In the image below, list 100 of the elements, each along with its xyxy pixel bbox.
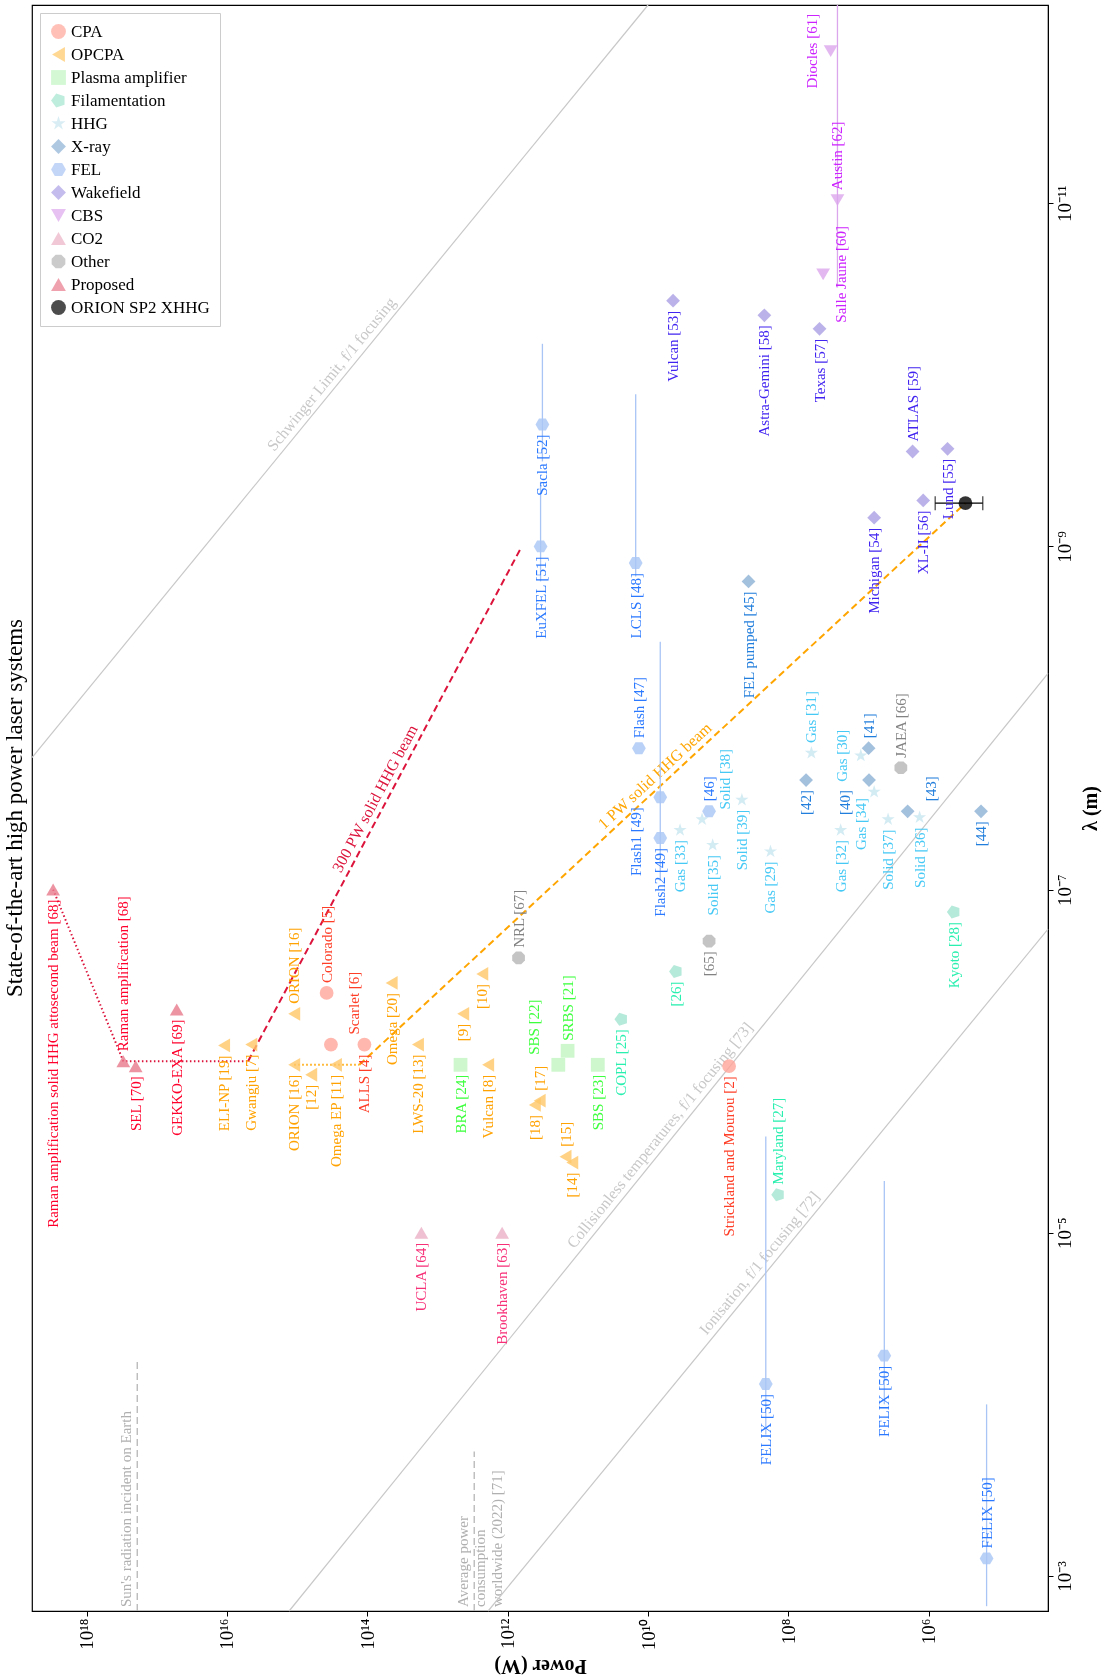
x-tick-label: 10¹² — [497, 1618, 519, 1649]
annotation: Kyoto [28] — [945, 921, 962, 989]
annotation: ORION [16] — [286, 927, 303, 1004]
annotation: Vulcan [8] — [480, 1074, 497, 1139]
legend-label: CBS — [71, 205, 104, 225]
annotation: Gas [32] — [832, 840, 849, 893]
annotation: [40] — [837, 790, 854, 816]
legend-label: OPCPA — [71, 44, 125, 64]
legend-label: ORION SP2 XHHG — [71, 297, 210, 317]
annotation: [17] — [531, 1065, 548, 1091]
legend-label: CPA — [71, 21, 104, 41]
annotation: COPL [25] — [613, 1029, 630, 1096]
x-tick-label: 10⁶ — [918, 1618, 940, 1645]
annotation: ATLAS [59] — [904, 366, 921, 442]
annotation: [15] — [557, 1121, 574, 1147]
annotation: LWS-20 [13] — [409, 1054, 426, 1134]
annotation: NRL [67] — [510, 889, 527, 948]
annotation: SBS [23] — [589, 1074, 606, 1131]
x-tick-label: 10¹⁴ — [356, 1618, 378, 1650]
annotation: Austin [62] — [829, 121, 846, 191]
annotation: [10] — [474, 983, 491, 1009]
annotation: Solid [39] — [733, 809, 750, 871]
annotation: Raman amplification solid HHG attosecond beam [68] — [45, 899, 62, 1228]
legend-label: Other — [71, 251, 111, 271]
annotation: LCLS [48] — [627, 573, 644, 639]
annotation: ALLS [4] — [356, 1054, 373, 1114]
annotation: ORION [16] — [286, 1074, 303, 1152]
annotation: [65] — [701, 951, 718, 977]
annotation: Omega EP [11] — [327, 1074, 344, 1168]
annotation: Gwangju [7] — [243, 1054, 260, 1131]
annotation: GEKKO-EXA [69] — [168, 1019, 185, 1136]
legend-label: Wakefield — [71, 182, 141, 202]
text: State-of-the-art high power laser systems — [2, 618, 28, 998]
annotation: [18] — [526, 1114, 543, 1140]
annotation: Solid [38] — [717, 748, 734, 810]
annotation: Gas [33] — [672, 840, 689, 893]
x-tick-label: 10¹⁶ — [216, 1618, 238, 1650]
annotation: [9] — [455, 1023, 472, 1042]
annotation: [43] — [922, 776, 939, 802]
annotation: FELIX [50] — [978, 1477, 995, 1549]
annotation: Scarlet [6] — [345, 971, 362, 1035]
x-tick-label: 10¹⁰ — [637, 1618, 659, 1651]
x-tick-label: 10¹⁸ — [76, 1618, 98, 1650]
annotation: [26] — [667, 981, 684, 1007]
annotation: Flash1 [49] — [628, 807, 645, 877]
annotation: Colorado [5] — [318, 905, 335, 983]
y-axis-title: λ (m) — [1078, 786, 1102, 831]
annotation: Vulcan [53] — [665, 310, 682, 382]
legend-label: Proposed — [71, 274, 135, 294]
annotation: FEL pumped [45] — [740, 591, 757, 699]
annotation: Gas [29] — [762, 861, 779, 914]
annotation: SEL [70] — [127, 1076, 144, 1132]
annotation: FELIX [50] — [757, 1393, 774, 1466]
annotation: [12] — [303, 1084, 320, 1110]
y-tick-label: 10⁻¹¹ — [1053, 185, 1075, 222]
annotation: SRBS [21] — [559, 975, 576, 1041]
annotation: Solid [35] — [704, 855, 721, 916]
annotation: Flash2 [49] — [652, 847, 669, 917]
annotation: Gas [34] — [853, 798, 870, 851]
annotation: Michigan [54] — [866, 527, 883, 614]
y-tick-label: 10⁻³ — [1053, 1560, 1075, 1592]
annotation: Lund [55] — [939, 458, 956, 520]
annotation: SBS [22] — [526, 999, 543, 1055]
y-tick-label: 10⁻⁵ — [1053, 1217, 1075, 1250]
annotation: [41] — [860, 713, 877, 739]
y-tick-label: 10⁻⁹ — [1053, 530, 1075, 563]
legend-label: Plasma amplifier — [71, 67, 187, 87]
x-axis-title: Power (W) — [494, 1655, 587, 1679]
annotation: Solid [36] — [911, 827, 928, 888]
annotation: ELI-NP [19] — [216, 1055, 233, 1132]
annotation: FELIX [50] — [876, 1365, 893, 1437]
annotation: Gas [30] — [833, 729, 850, 782]
annotation: Gas [31] — [803, 690, 820, 743]
annotation: Sacla [52] — [534, 434, 551, 496]
annotation: [42] — [798, 790, 815, 816]
ref-line-label: Sun's radiation incident on Earth — [118, 1410, 135, 1607]
annotation: Solid [37] — [880, 829, 897, 890]
annotation: Omega [20] — [383, 992, 400, 1065]
annotation: [46] — [701, 776, 718, 802]
legend-label: X-ray — [71, 136, 112, 156]
annotation: [44] — [973, 821, 990, 847]
x-tick-label: 10⁸ — [777, 1618, 799, 1645]
annotation: XL-II [56] — [915, 510, 932, 575]
annotation: UCLA [64] — [413, 1242, 430, 1312]
legend-label: CO2 — [71, 228, 104, 248]
annotation: Diocles [61] — [803, 13, 820, 89]
annotation: Brookhaven [63] — [494, 1242, 511, 1345]
legend-label: HHG — [71, 113, 108, 133]
annotation: Astra-Gemini [58] — [756, 325, 773, 437]
annotation: JAEA [66] — [892, 693, 909, 758]
text: 300 PW solid HHG beam — [328, 721, 422, 875]
annotation: BRA [24] — [452, 1074, 469, 1134]
y-tick-label: 10⁻⁷ — [1053, 874, 1075, 906]
legend-label: FEL — [71, 159, 102, 179]
annotation: Raman amplification [68] — [115, 896, 132, 1052]
legend-label: Filamentation — [71, 90, 166, 110]
annotation: Salle Jaune [60] — [833, 226, 850, 323]
annotation: Flash [47] — [630, 676, 647, 739]
annotation: Texas [57] — [811, 338, 828, 403]
annotation: EuXFEL [51] — [532, 556, 549, 639]
